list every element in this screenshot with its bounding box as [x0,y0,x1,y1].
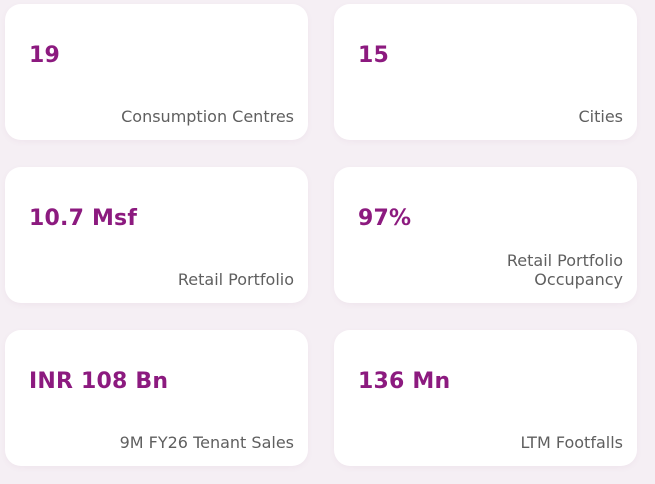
stat-card-consumption-centres: 19 Consumption Centres [5,4,308,140]
stat-label: Consumption Centres [121,106,294,126]
stat-label: 9M FY26 Tenant Sales [119,432,294,452]
stat-label: Retail Portfolio [177,269,294,289]
stat-card-retail-portfolio: 10.7 Msf Retail Portfolio [5,167,308,303]
stat-card-footfalls: 136 Mn LTM Footfalls [334,330,637,466]
stat-card-tenant-sales: INR 108 Bn 9M FY26 Tenant Sales [5,330,308,466]
stat-label: Retail Portfolio Occupancy [506,250,623,289]
stat-value: 136 Mn [358,369,451,394]
stat-value: 15 [358,43,390,68]
stat-card-retail-occupancy: 97% Retail Portfolio Occupancy [334,167,637,303]
stat-label: Cities [578,106,623,126]
stat-value: 10.7 Msf [29,206,138,231]
stat-value: INR 108 Bn [29,369,169,394]
stat-card-cities: 15 Cities [334,4,637,140]
stats-grid: 19 Consumption Centres 15 Cities 10.7 Ms… [5,4,638,469]
stat-value: 97% [358,206,412,231]
stat-value: 19 [29,43,61,68]
stat-label: LTM Footfalls [520,432,623,452]
